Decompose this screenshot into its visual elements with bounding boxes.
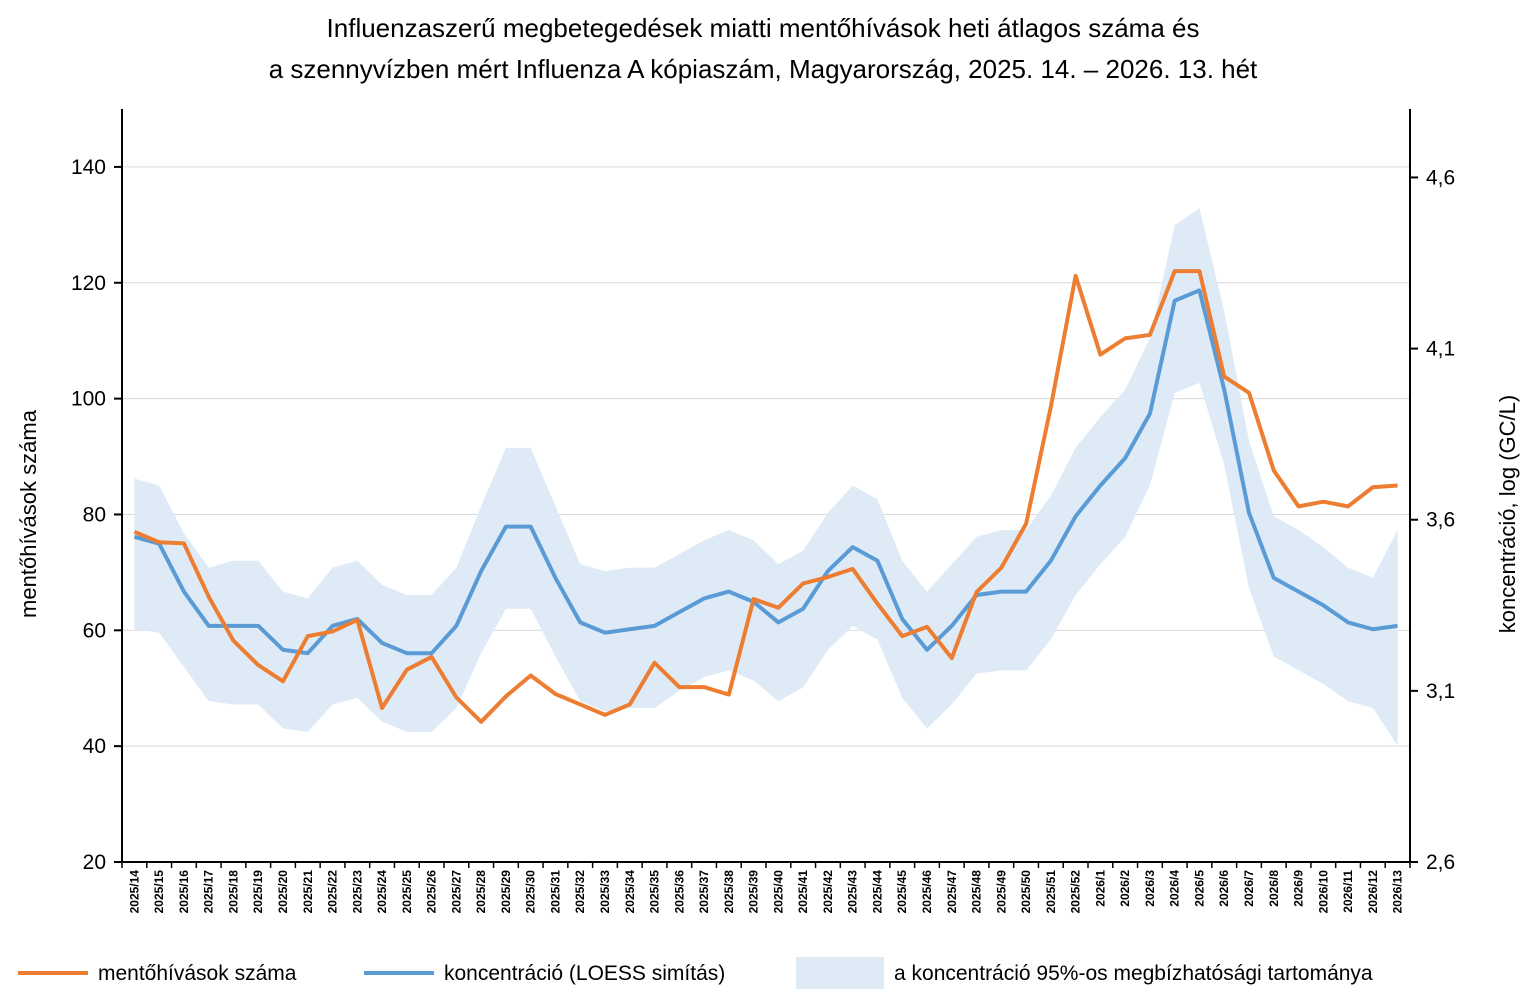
x-tick-label: 2025/52 [1069, 870, 1083, 914]
x-tick-label: 2025/21 [301, 870, 315, 914]
x-tick-label: 2025/46 [920, 870, 934, 914]
x-tick-label: 2025/29 [499, 870, 513, 914]
x-tick-label: 2025/48 [970, 870, 984, 914]
ambulance-calls-line [133, 269, 1398, 724]
x-tick-label: 2025/24 [375, 870, 389, 914]
left-tick-label: 40 [83, 735, 106, 758]
x-tick-label: 2025/18 [226, 870, 240, 914]
x-tick-label: 2026/12 [1366, 870, 1380, 914]
x-tick-label: 2026/5 [1192, 870, 1206, 907]
left-tick-label: 20 [83, 851, 106, 874]
x-tick-label: 2025/19 [251, 870, 265, 914]
x-tick-label: 2026/8 [1267, 870, 1281, 907]
x-tick-label: 2025/44 [870, 870, 884, 914]
legend-swatch-band [796, 957, 884, 989]
left-tick-label: 60 [83, 619, 106, 642]
left-tick-label: 120 [71, 272, 106, 295]
x-tick-label: 2026/11 [1341, 870, 1355, 913]
x-tick-label: 2025/34 [623, 870, 637, 914]
left-axis-label: mentőhívások száma [16, 409, 41, 618]
x-tick-label: 2026/2 [1118, 870, 1132, 907]
x-tick-label: 2025/36 [672, 870, 686, 914]
x-tick-label: 2025/25 [400, 870, 414, 914]
x-tick-label: 2025/39 [747, 870, 761, 914]
x-tick-label: 2025/28 [474, 870, 488, 914]
x-tick-label: 2025/35 [648, 870, 662, 914]
confidence-band-area [134, 208, 1398, 746]
right-tick-label: 2,6 [1426, 851, 1455, 874]
x-tick-label: 2025/45 [895, 870, 909, 914]
chart-title-line1: Influenzaszerű megbetegedések miatti men… [327, 13, 1200, 43]
x-axis-ticks: 2025/14 2025/15 2025/16 2025/17 2025/18 2025/… [121, 862, 1411, 914]
concentration-line [133, 288, 1398, 656]
x-tick-label: 2025/26 [425, 870, 439, 914]
chart-title-line2: a szennyvízben mért Influenza A kópiaszá… [269, 54, 1258, 84]
x-tick-label: 2025/41 [796, 870, 810, 914]
x-tick-label: 2025/47 [945, 870, 959, 914]
x-tick-label: 2025/27 [449, 870, 463, 914]
x-tick-label: 2025/30 [524, 870, 538, 914]
x-tick-label: 2025/37 [697, 870, 711, 914]
right-axis-ticks: 2,6 3,1 3,6 4,1 4,6 [1410, 166, 1455, 874]
right-tick-label: 4,1 [1426, 338, 1455, 361]
x-tick-label: 2026/9 [1292, 870, 1306, 907]
x-tick-label: 2025/51 [1044, 870, 1058, 914]
left-tick-label: 80 [83, 503, 106, 526]
x-tick-label: 2025/15 [152, 870, 166, 914]
x-tick-label: 2025/40 [771, 870, 785, 914]
x-tick-label: 2025/14 [127, 870, 141, 914]
right-tick-label: 3,6 [1426, 509, 1455, 532]
x-tick-label: 2025/50 [1019, 870, 1033, 914]
series-lines [133, 269, 1398, 724]
legend: mentőhívások száma koncentráció (LOESS s… [18, 957, 1373, 989]
x-tick-label: 2025/20 [276, 870, 290, 914]
confidence-band [134, 208, 1398, 746]
x-tick-label: 2025/31 [548, 870, 562, 914]
legend-label-calls: mentőhívások száma [98, 962, 297, 985]
x-tick-label: 2025/17 [202, 870, 216, 914]
left-tick-label: 100 [71, 388, 106, 411]
left-axis-ticks: 20 40 60 80 100 120 140 [71, 156, 122, 874]
axes [121, 109, 1411, 863]
x-tick-label: 2026/10 [1316, 870, 1330, 914]
x-tick-label: 2026/4 [1168, 870, 1182, 907]
x-tick-label: 2025/43 [846, 870, 860, 914]
x-tick-label: 2025/22 [326, 870, 340, 914]
legend-label-band: a koncentráció 95%-os megbízhatósági tar… [894, 962, 1373, 985]
x-tick-label: 2026/13 [1391, 870, 1405, 914]
x-tick-label: 2025/33 [598, 870, 612, 914]
x-tick-label: 2025/42 [821, 870, 835, 914]
x-tick-label: 2025/23 [350, 870, 364, 914]
left-tick-label: 140 [71, 156, 106, 179]
right-tick-label: 4,6 [1426, 166, 1455, 189]
x-tick-label: 2025/32 [573, 870, 587, 914]
legend-label-concentration: koncentráció (LOESS simítás) [444, 962, 725, 985]
right-tick-label: 3,1 [1426, 680, 1455, 703]
x-tick-label: 2026/1 [1093, 870, 1107, 907]
x-tick-label: 2025/38 [722, 870, 736, 914]
right-axis-label: koncentráció, log (GC/L) [1495, 395, 1520, 633]
x-tick-label: 2025/16 [177, 870, 191, 914]
x-tick-label: 2026/3 [1143, 870, 1157, 907]
x-tick-label: 2025/49 [994, 870, 1008, 914]
x-tick-label: 2026/7 [1242, 870, 1256, 907]
x-tick-label: 2026/6 [1217, 870, 1231, 907]
